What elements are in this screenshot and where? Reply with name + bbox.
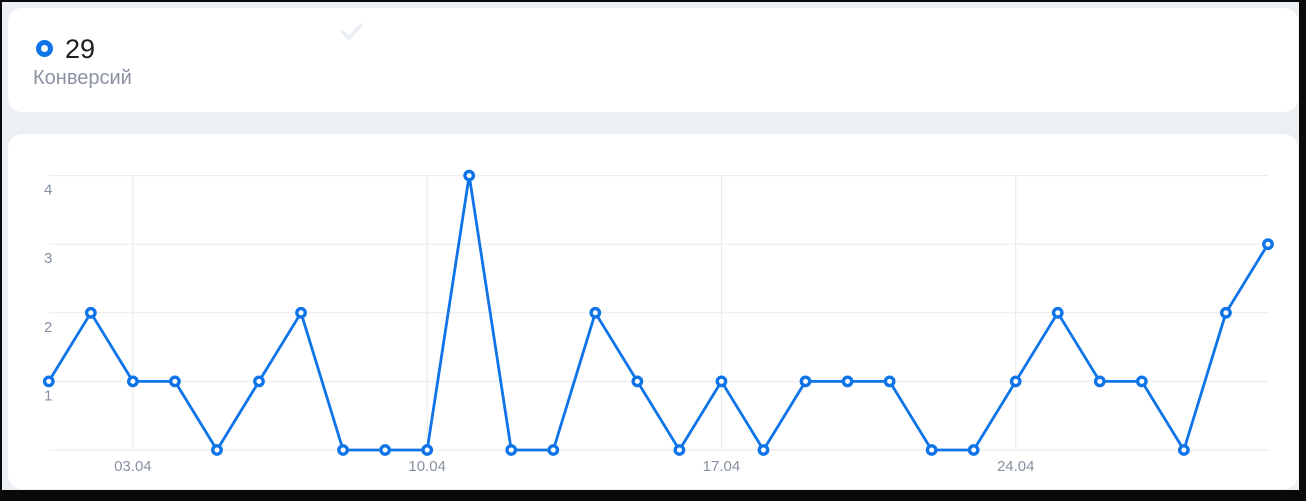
data-point-marker[interactable] bbox=[1220, 306, 1232, 319]
data-point-marker[interactable] bbox=[126, 375, 139, 388]
data-point-marker[interactable] bbox=[673, 444, 686, 456]
x-axis-tick-label: 03.04 bbox=[114, 458, 152, 475]
data-point-marker[interactable] bbox=[547, 444, 560, 456]
conversions-line bbox=[47, 174, 1270, 452]
data-point-marker[interactable] bbox=[421, 444, 434, 456]
data-point-marker[interactable] bbox=[1177, 444, 1190, 456]
y-axis-tick-label: 2 bbox=[44, 319, 52, 336]
metric-label: Конверсий bbox=[33, 67, 132, 89]
data-point-marker[interactable] bbox=[883, 375, 896, 388]
metric-ring-icon bbox=[36, 40, 53, 57]
data-point-marker[interactable] bbox=[1262, 238, 1274, 251]
data-point-marker[interactable] bbox=[505, 444, 518, 456]
data-point-marker[interactable] bbox=[169, 375, 181, 388]
data-point-marker[interactable] bbox=[1135, 375, 1148, 388]
data-point-marker[interactable] bbox=[631, 375, 644, 388]
data-point-marker[interactable] bbox=[337, 444, 349, 456]
x-axis-tick-label: 17.04 bbox=[703, 458, 741, 475]
data-point-marker[interactable] bbox=[463, 169, 476, 182]
y-axis-tick-label: 1 bbox=[44, 387, 52, 404]
data-point-marker[interactable] bbox=[84, 306, 97, 319]
dashboard-background: 29 Конверсий 1 2 3 4 03.04 10.04 17.04 24.04 bbox=[2, 2, 1299, 490]
metric-value: 29 bbox=[65, 34, 96, 64]
data-point-marker[interactable] bbox=[841, 375, 854, 388]
data-point-marker[interactable] bbox=[589, 306, 602, 319]
data-point-marker[interactable] bbox=[379, 444, 392, 456]
data-point-marker[interactable] bbox=[1093, 375, 1106, 388]
data-point-marker[interactable] bbox=[42, 375, 55, 388]
data-point-marker[interactable] bbox=[1051, 306, 1064, 319]
data-point-marker[interactable] bbox=[757, 444, 770, 456]
y-axis-tick-label: 4 bbox=[44, 182, 52, 199]
data-point-marker[interactable] bbox=[295, 306, 307, 319]
data-point-marker[interactable] bbox=[253, 375, 265, 388]
data-point-marker[interactable] bbox=[715, 375, 728, 388]
data-point-marker[interactable] bbox=[1009, 375, 1022, 388]
conversions-line-chart[interactable]: 1 2 3 4 03.04 10.04 17.04 24.04 bbox=[8, 134, 1298, 489]
chart-card: 1 2 3 4 03.04 10.04 17.04 24.04 bbox=[8, 134, 1298, 489]
y-axis-tick-label: 3 bbox=[44, 250, 52, 267]
data-point-marker[interactable] bbox=[799, 375, 812, 388]
summary-card: 29 Конверсий bbox=[8, 8, 1298, 112]
data-point-marker[interactable] bbox=[211, 444, 223, 456]
x-axis-tick-label: 24.04 bbox=[997, 458, 1035, 475]
data-point-marker[interactable] bbox=[925, 444, 938, 456]
x-axis-tick-label: 10.04 bbox=[408, 458, 446, 475]
check-icon[interactable] bbox=[340, 22, 363, 41]
data-point-marker[interactable] bbox=[967, 444, 980, 456]
